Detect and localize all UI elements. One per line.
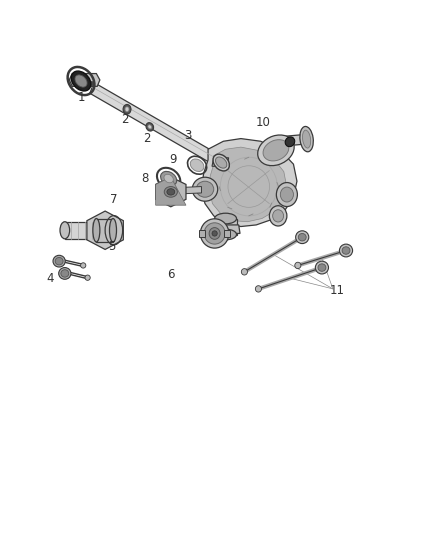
Ellipse shape: [215, 229, 237, 240]
Ellipse shape: [342, 247, 350, 254]
Text: 5: 5: [108, 240, 115, 253]
Text: 9: 9: [169, 154, 177, 166]
Polygon shape: [201, 139, 297, 227]
Polygon shape: [65, 222, 97, 239]
Ellipse shape: [269, 206, 287, 226]
Ellipse shape: [123, 104, 131, 114]
Text: 1: 1: [77, 91, 85, 103]
Ellipse shape: [85, 275, 90, 280]
Ellipse shape: [53, 255, 65, 267]
Ellipse shape: [164, 174, 173, 183]
Ellipse shape: [60, 222, 70, 239]
Text: 10: 10: [255, 116, 270, 129]
Text: 4: 4: [46, 272, 54, 285]
Polygon shape: [155, 177, 186, 207]
Ellipse shape: [263, 140, 289, 161]
Ellipse shape: [272, 209, 284, 222]
Ellipse shape: [148, 125, 152, 129]
Text: 11: 11: [330, 284, 345, 297]
Ellipse shape: [191, 159, 204, 172]
Ellipse shape: [300, 126, 313, 152]
Ellipse shape: [71, 71, 91, 91]
Ellipse shape: [196, 181, 214, 197]
Ellipse shape: [285, 137, 295, 147]
Ellipse shape: [75, 75, 87, 87]
Ellipse shape: [146, 123, 154, 131]
Ellipse shape: [204, 223, 225, 244]
Ellipse shape: [215, 213, 237, 224]
Ellipse shape: [213, 154, 230, 171]
Polygon shape: [96, 219, 113, 242]
Text: 2: 2: [143, 132, 151, 145]
Polygon shape: [224, 230, 230, 237]
Ellipse shape: [90, 82, 94, 86]
Ellipse shape: [296, 231, 309, 244]
Ellipse shape: [315, 261, 328, 274]
Ellipse shape: [61, 270, 69, 277]
Polygon shape: [177, 187, 201, 194]
Polygon shape: [213, 225, 240, 233]
Text: 2: 2: [121, 114, 129, 126]
Ellipse shape: [215, 157, 227, 168]
Text: 7: 7: [110, 193, 118, 206]
Ellipse shape: [200, 219, 229, 248]
Polygon shape: [87, 211, 124, 249]
Ellipse shape: [255, 286, 261, 292]
Ellipse shape: [55, 257, 63, 265]
Ellipse shape: [295, 262, 301, 269]
Text: 3: 3: [185, 130, 192, 142]
Ellipse shape: [59, 268, 71, 279]
Ellipse shape: [81, 263, 86, 268]
Ellipse shape: [167, 189, 175, 195]
Ellipse shape: [303, 130, 311, 148]
Polygon shape: [155, 177, 186, 205]
Ellipse shape: [110, 219, 117, 242]
Text: 6: 6: [167, 268, 175, 281]
Ellipse shape: [93, 219, 100, 242]
Polygon shape: [90, 83, 223, 168]
Ellipse shape: [125, 107, 129, 112]
Ellipse shape: [318, 264, 326, 271]
Polygon shape: [215, 219, 237, 235]
Polygon shape: [212, 158, 229, 166]
Ellipse shape: [339, 244, 353, 257]
Polygon shape: [69, 74, 100, 86]
Ellipse shape: [209, 228, 220, 239]
Ellipse shape: [280, 187, 293, 202]
Polygon shape: [209, 147, 286, 222]
Polygon shape: [199, 230, 205, 237]
Ellipse shape: [164, 187, 177, 197]
Ellipse shape: [258, 135, 294, 166]
Ellipse shape: [241, 269, 247, 275]
Ellipse shape: [276, 182, 297, 207]
Ellipse shape: [192, 177, 218, 201]
Ellipse shape: [298, 233, 306, 241]
Text: 8: 8: [141, 172, 148, 185]
Ellipse shape: [74, 74, 79, 78]
Ellipse shape: [161, 172, 177, 185]
Polygon shape: [271, 134, 307, 147]
Ellipse shape: [212, 231, 217, 236]
